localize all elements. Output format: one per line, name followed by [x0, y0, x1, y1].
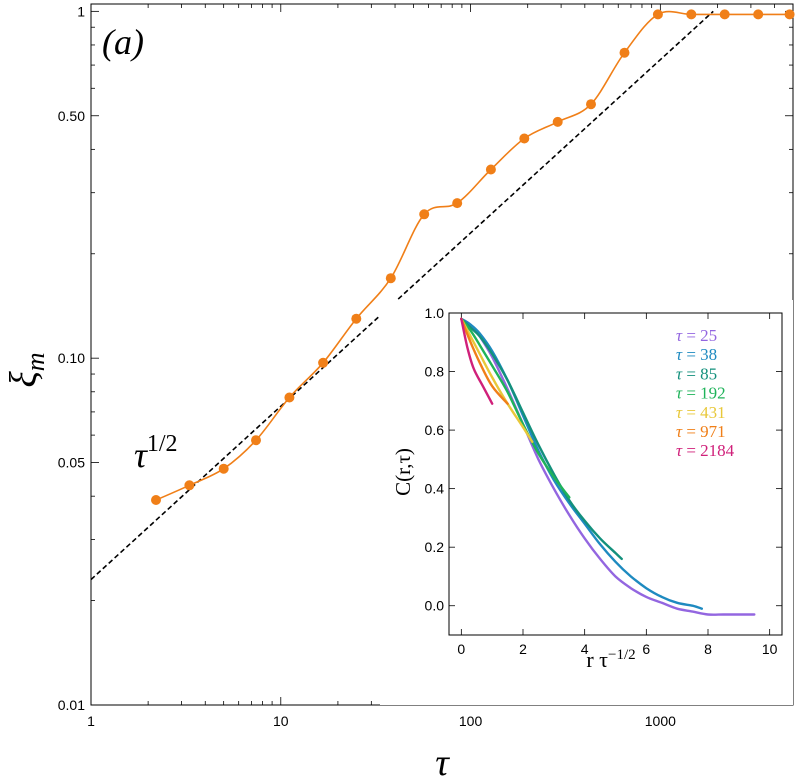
y-tick-label: 0.10	[58, 350, 85, 366]
inset-legend-entry: τ = 2184	[676, 441, 735, 460]
inset-correlation-curve	[460, 317, 534, 443]
y-tick-label: 0.01	[58, 697, 85, 713]
inset-y-tick-label: 0.0	[425, 598, 445, 614]
xi-m-data-point	[719, 9, 730, 20]
inset-axis-ticks: 0 2 4 6 8 10 0.0 0.2 0.4 0.6 0.8 1.0	[425, 305, 782, 657]
inset-plot-frame	[448, 312, 783, 636]
xi-m-data-point	[652, 9, 663, 20]
inset-y-axis-label: C(r,τ)	[391, 448, 415, 496]
y-tick-label: 0.05	[58, 455, 85, 471]
y-axis-label-subscript: m	[21, 352, 50, 371]
xi-m-data-point	[184, 480, 195, 491]
inset-x-tick-label: 10	[762, 641, 778, 657]
xi-m-data-point	[452, 198, 463, 209]
inset-x-tick-label: 2	[519, 641, 527, 657]
x-tick-label: 1	[87, 713, 95, 729]
x-axis-label: τ	[435, 742, 450, 783]
slope-annotation-exponent: 1/2	[147, 431, 178, 457]
slope-annotation-base: τ	[134, 435, 148, 475]
xi-m-data-point	[586, 99, 596, 110]
inset-legend-entry: τ = 192	[676, 384, 726, 403]
slope-annotation: τ1/2	[134, 431, 178, 475]
xi-m-data-point	[318, 357, 329, 368]
y-axis-label-symbol: ξ	[3, 371, 45, 388]
inset-correlation-curve	[460, 317, 509, 405]
inset-plot-marks	[460, 317, 756, 616]
xi-m-data-point	[485, 164, 496, 175]
panel-label: (a)	[102, 22, 144, 62]
inset-correlation-curve	[460, 317, 703, 610]
inset-x-tick-label: 0	[457, 641, 465, 657]
xi-m-data-point	[251, 435, 261, 446]
inset-legend-entry: τ = 85	[676, 364, 717, 383]
inset-correlation-curve	[460, 317, 756, 616]
inset-x-tick-label: 6	[642, 641, 650, 657]
x-tick-label: 1000	[645, 713, 676, 729]
inset-y-tick-label: 0.2	[425, 539, 445, 555]
inset-legend-entry: τ = 25	[676, 326, 717, 345]
inset-correlation-curve	[460, 317, 494, 405]
inset-legend-entry: τ = 971	[676, 422, 726, 441]
inset-y-tick-label: 0.6	[425, 422, 445, 438]
y-axis-label: ξm	[3, 352, 50, 387]
inset-x-label-base: r τ	[586, 647, 608, 672]
xi-m-data-point	[385, 273, 396, 284]
inset-y-tick-label: 0.8	[425, 364, 445, 380]
xi-m-data-point	[784, 9, 795, 20]
inset-legend-entry: τ = 431	[676, 403, 726, 422]
xi-m-data-point	[284, 392, 295, 403]
xi-m-data-point	[552, 116, 563, 127]
inset-legend-entry: τ = 38	[676, 345, 717, 364]
xi-m-data-point	[218, 463, 229, 474]
inset-correlation-curve	[460, 317, 571, 499]
x-tick-label: 10	[273, 713, 289, 729]
inset-y-tick-label: 1.0	[425, 305, 445, 321]
xi-m-data-point	[753, 9, 764, 20]
xi-m-data-point	[519, 133, 530, 144]
inset-x-tick-label: 4	[581, 641, 589, 657]
inset-x-label-exponent: −1/2	[608, 647, 636, 663]
x-tick-label: 100	[459, 713, 483, 729]
inset-x-axis-label: r τ−1/2	[586, 647, 635, 672]
y-tick-label: 1	[77, 3, 85, 19]
xi-m-data-point	[151, 495, 161, 505]
inset-x-tick-label: 8	[704, 641, 712, 657]
xi-m-data-point	[351, 313, 362, 324]
y-tick-label: 0.50	[58, 108, 85, 124]
xi-m-data-point	[419, 209, 430, 220]
xi-m-data-point	[686, 9, 697, 20]
main-plot-marks	[90, 9, 795, 581]
power-law-reference-line	[90, 10, 714, 581]
xi-m-data-point	[619, 47, 630, 58]
inset-correlation-curve	[460, 317, 623, 561]
inset-y-tick-label: 0.4	[425, 481, 445, 497]
